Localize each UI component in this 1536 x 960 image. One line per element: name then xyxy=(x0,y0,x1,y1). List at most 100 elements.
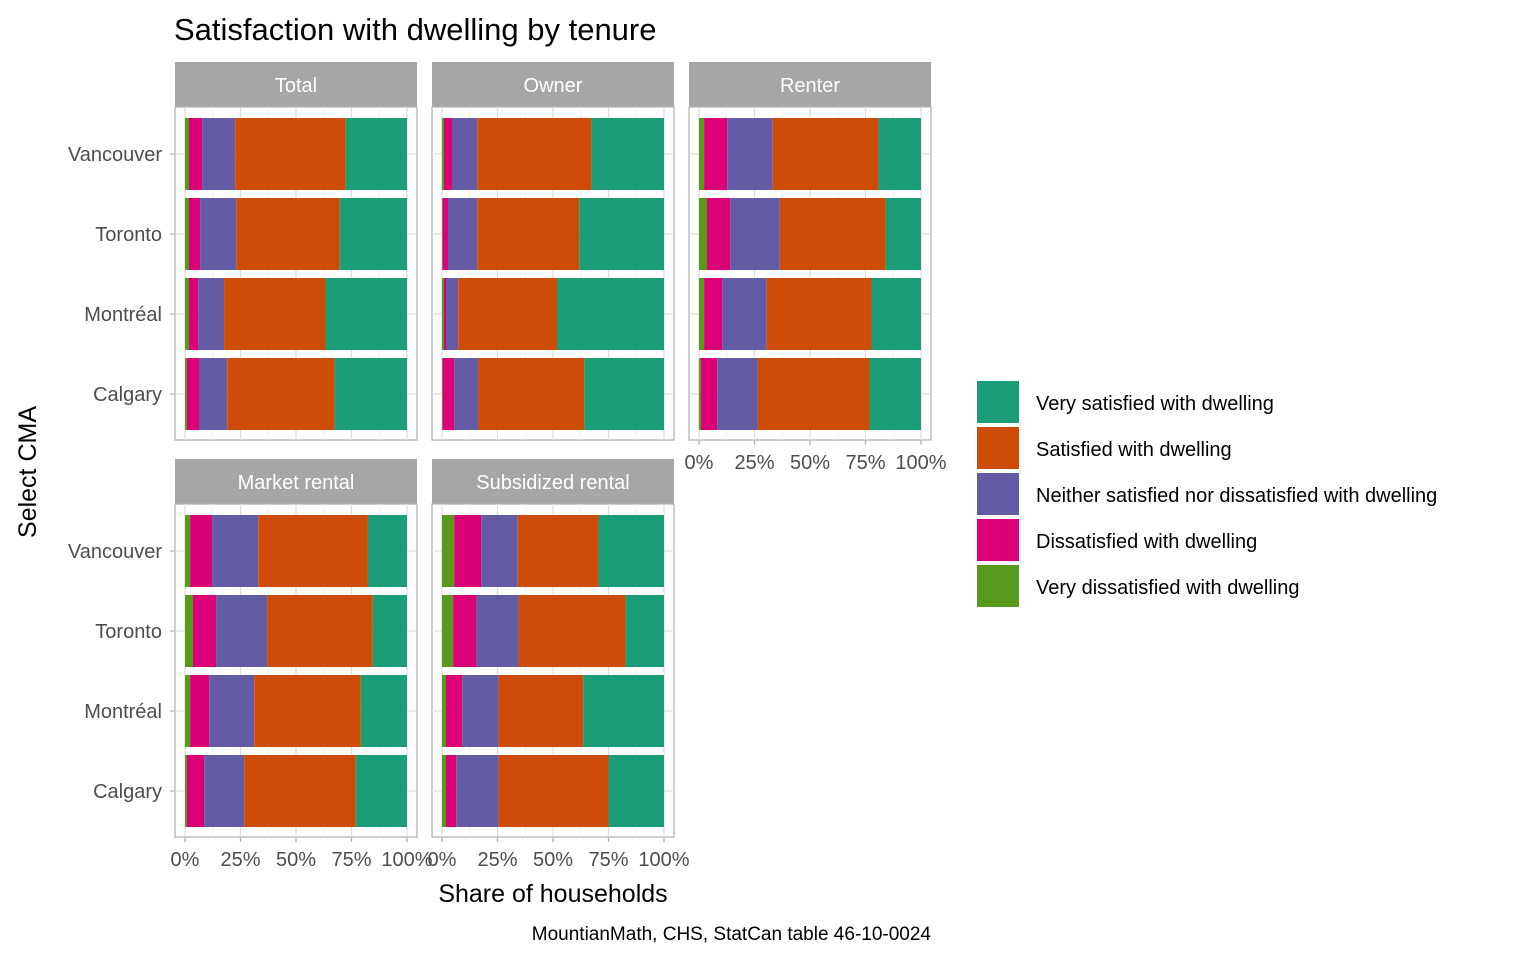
bar-market-rental-montreal-very-satisfied-with-dwelling xyxy=(360,675,407,747)
legend-label: Dissatisfied with dwelling xyxy=(1036,531,1257,553)
legend-item-very-satisfied-with-dwelling: Very satisfied with dwelling xyxy=(977,381,1274,423)
bar-renter-vancouver-satisfied-with-dwelling xyxy=(772,118,879,190)
bar-renter-montreal-very-satisfied-with-dwelling xyxy=(871,278,921,350)
x-tick-label: 25% xyxy=(220,849,260,871)
bar-total-montreal-very-dissatisfied-with-dwelling xyxy=(185,278,189,350)
x-tick-label: 75% xyxy=(845,452,885,474)
bar-market-rental-vancouver-very-dissatisfied-with-dwelling xyxy=(185,515,191,587)
facet-panels: Total Vancouver Toronto Montréal Calgary Owne… xyxy=(68,62,947,871)
bar-market-rental-toronto-satisfied-with-dwelling xyxy=(267,595,373,667)
bar-renter-montreal-satisfied-with-dwelling xyxy=(766,278,872,350)
bar-total-calgary-neither-satisfied-nor-dissatisfied-with-dwelling xyxy=(198,358,228,430)
facet-strip xyxy=(432,459,674,504)
bar-total-calgary-satisfied-with-dwelling xyxy=(227,358,335,430)
bar-subsidized-rental-montreal-dissatisfied-with-dwelling xyxy=(445,675,463,747)
bar-renter-calgary-very-satisfied-with-dwelling xyxy=(869,358,921,430)
y-tick-label: Toronto xyxy=(95,621,162,643)
bar-renter-montreal-very-dissatisfied-with-dwelling xyxy=(699,278,705,350)
bar-total-toronto-satisfied-with-dwelling xyxy=(236,198,340,270)
bar-renter-calgary-very-dissatisfied-with-dwelling xyxy=(699,358,701,430)
bar-renter-vancouver-dissatisfied-with-dwelling xyxy=(704,118,728,190)
bar-total-calgary-dissatisfied-with-dwelling xyxy=(186,358,199,430)
facet-strip xyxy=(175,62,417,107)
panel-market-rental: Market rental Vancouver Toronto Montréal Cal… xyxy=(68,459,433,871)
bar-market-rental-calgary-very-satisfied-with-dwelling xyxy=(355,755,407,827)
bar-owner-montreal-very-dissatisfied-with-dwelling xyxy=(442,278,444,350)
bar-renter-calgary-dissatisfied-with-dwelling xyxy=(700,358,718,430)
bar-owner-calgary-satisfied-with-dwelling xyxy=(478,358,585,430)
facet-strip-label: Renter xyxy=(780,75,840,97)
y-tick-label: Toronto xyxy=(95,224,162,246)
legend-key xyxy=(977,473,1019,515)
bar-market-rental-vancouver-neither-satisfied-nor-dissatisfied-with-dwelling xyxy=(212,515,259,587)
y-tick-label: Montréal xyxy=(84,304,162,326)
bar-owner-toronto-satisfied-with-dwelling xyxy=(477,198,580,270)
bar-owner-toronto-very-satisfied-with-dwelling xyxy=(579,198,664,270)
bar-subsidized-rental-calgary-very-satisfied-with-dwelling xyxy=(608,755,664,827)
x-tick-label: 50% xyxy=(533,849,573,871)
x-tick-label: 50% xyxy=(790,452,830,474)
chart-title: Satisfaction with dwelling by tenure xyxy=(174,12,656,47)
bar-total-vancouver-satisfied-with-dwelling xyxy=(235,118,346,190)
bar-subsidized-rental-toronto-satisfied-with-dwelling xyxy=(518,595,626,667)
bar-total-montreal-neither-satisfied-nor-dissatisfied-with-dwelling xyxy=(198,278,225,350)
x-tick-label: 100% xyxy=(638,849,689,871)
bar-owner-montreal-neither-satisfied-nor-dissatisfied-with-dwelling xyxy=(445,278,459,350)
bar-subsidized-rental-calgary-very-dissatisfied-with-dwelling xyxy=(442,755,446,827)
bar-owner-calgary-neither-satisfied-nor-dissatisfied-with-dwelling xyxy=(454,358,479,430)
chart-caption: MountianMath, CHS, StatCan table 46-10-0… xyxy=(532,924,932,945)
y-tick-label: Calgary xyxy=(93,781,162,803)
facet-strip-label: Subsidized rental xyxy=(476,472,629,494)
legend-label: Very dissatisfied with dwelling xyxy=(1036,577,1299,599)
bar-subsidized-rental-toronto-very-dissatisfied-with-dwelling xyxy=(442,595,454,667)
bar-market-rental-montreal-satisfied-with-dwelling xyxy=(254,675,361,747)
bar-owner-montreal-satisfied-with-dwelling xyxy=(458,278,557,350)
bar-total-montreal-dissatisfied-with-dwelling xyxy=(188,278,199,350)
bar-subsidized-rental-calgary-satisfied-with-dwelling xyxy=(498,755,609,827)
legend-key xyxy=(977,519,1019,561)
x-tick-label: 75% xyxy=(588,849,628,871)
x-axis-title: Share of households xyxy=(438,880,667,908)
facet-strip-label: Owner xyxy=(524,75,583,97)
panel-total: Total Vancouver Toronto Montréal Calgary xyxy=(68,62,418,441)
y-tick-label: Vancouver xyxy=(68,144,162,166)
bar-market-rental-toronto-very-satisfied-with-dwelling xyxy=(372,595,407,667)
bar-total-vancouver-very-dissatisfied-with-dwelling xyxy=(185,118,189,190)
x-tick-label: 0% xyxy=(171,849,200,871)
bar-owner-calgary-very-satisfied-with-dwelling xyxy=(584,358,664,430)
bar-subsidized-rental-vancouver-dissatisfied-with-dwelling xyxy=(454,515,482,587)
x-tick-label: 75% xyxy=(331,849,371,871)
bar-owner-toronto-dissatisfied-with-dwelling xyxy=(442,198,448,270)
bar-owner-vancouver-dissatisfied-with-dwelling xyxy=(443,118,452,190)
bar-subsidized-rental-vancouver-very-dissatisfied-with-dwelling xyxy=(442,515,455,587)
y-tick-label: Vancouver xyxy=(68,541,162,563)
bar-renter-calgary-neither-satisfied-nor-dissatisfied-with-dwelling xyxy=(717,358,758,430)
bar-renter-vancouver-very-dissatisfied-with-dwelling xyxy=(699,118,705,190)
bar-market-rental-calgary-dissatisfied-with-dwelling xyxy=(186,755,205,827)
bar-total-calgary-very-dissatisfied-with-dwelling xyxy=(185,358,187,430)
bar-owner-montreal-very-satisfied-with-dwelling xyxy=(556,278,664,350)
bar-subsidized-rental-vancouver-satisfied-with-dwelling xyxy=(517,515,599,587)
bar-subsidized-rental-toronto-very-satisfied-with-dwelling xyxy=(625,595,664,667)
x-tick-label: 50% xyxy=(276,849,316,871)
x-tick-label: 100% xyxy=(381,849,432,871)
bar-owner-toronto-very-dissatisfied-with-dwelling xyxy=(442,198,443,270)
bar-subsidized-rental-vancouver-neither-satisfied-nor-dissatisfied-with-dwelling xyxy=(481,515,518,587)
legend-item-neither-satisfied-nor-dissatisfied-with-dwelling: Neither satisfied nor dissatisfied with … xyxy=(977,473,1437,515)
bar-market-rental-toronto-dissatisfied-with-dwelling xyxy=(192,595,217,667)
legend-key xyxy=(977,565,1019,607)
bar-subsidized-rental-montreal-very-satisfied-with-dwelling xyxy=(583,675,664,747)
panel-subsidized-rental: Subsidized rental 0% 25% 50% 75% 100% xyxy=(428,459,690,871)
y-tick-label: Calgary xyxy=(93,384,162,406)
panel-owner: Owner xyxy=(431,62,675,441)
bar-renter-toronto-satisfied-with-dwelling xyxy=(779,198,886,270)
bar-owner-vancouver-satisfied-with-dwelling xyxy=(477,118,592,190)
bar-market-rental-montreal-very-dissatisfied-with-dwelling xyxy=(185,675,191,747)
bar-total-toronto-very-dissatisfied-with-dwelling xyxy=(185,198,189,270)
bar-market-rental-vancouver-satisfied-with-dwelling xyxy=(258,515,368,587)
bar-total-vancouver-neither-satisfied-nor-dissatisfied-with-dwelling xyxy=(202,118,236,190)
bar-owner-montreal-dissatisfied-with-dwelling xyxy=(443,278,446,350)
bar-renter-toronto-very-dissatisfied-with-dwelling xyxy=(699,198,707,270)
x-tick-label: 0% xyxy=(685,452,714,474)
